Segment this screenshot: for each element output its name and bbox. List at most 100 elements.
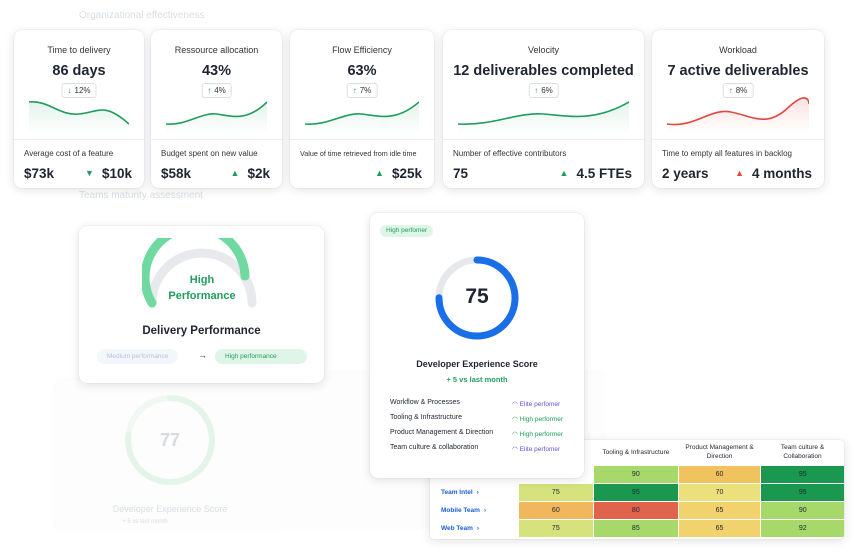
team-name: Team Intel › [430,483,518,501]
score-cell: 60 [517,501,594,519]
sparkline [166,101,267,134]
kpi-card: Ressource allocation 43% ↑ 4% Budget spent o… [151,30,282,188]
team-link[interactable]: Web Team [441,524,473,532]
sparkline [305,101,419,134]
footer-change-value: $10k [101,166,132,181]
score-title: Developer Experience Score [416,359,538,369]
chevron: › [483,506,487,514]
team-row: Mobile Team › 60 80 65 90 [430,501,844,519]
score-cell: 70 [677,483,761,501]
kpi-footer-change: ▲ $25k [375,166,422,181]
score-cell: 75 [517,519,594,537]
kpi-footer-value: 75 [453,166,469,181]
kpi-value: 7 active deliverables [667,63,809,79]
arrow: → [198,350,207,360]
change-value: 6% [541,86,553,95]
level-icon: ◠ [512,446,518,453]
ring-arc [435,256,519,340]
kpi-card: Flow Efficiency 63% ↑ 7% Value of time retri… [290,30,434,188]
sparkline-area [667,97,809,134]
sparkline [29,101,129,134]
sparkline-area [458,102,629,134]
level-text: High performer [519,416,564,423]
delivery-title: Delivery Performance [142,325,261,337]
chevron: › [476,524,480,532]
kpi-card: Time to delivery 86 days ↓ 12% Average cost … [14,30,144,188]
kpi-footer-change: ▲ 4 months [735,166,812,181]
section-title: Organizational effectiveness [79,10,205,21]
subsection-title: Teams maturity assessment [79,190,203,201]
change-value: 12% [74,86,91,95]
sparkline-area [166,102,267,134]
change-value: 4% [214,86,226,95]
dev-experience-card: High perfomer 75 Developer Experience Sc… [370,213,584,478]
footer-arrow: ▲ [375,168,384,178]
footer-change-value: 4.5 FTEs [576,166,632,181]
column-header: Product Management & Direction [685,444,754,461]
score-cell: 65 [677,501,761,519]
score-cell: 95 [760,465,844,483]
footer-arrow: ▲ [230,168,240,178]
footer-arrow: ▼ [85,168,94,178]
change-arrow: ↑ [534,86,539,95]
category-level: ◠ Elite perfomer [512,445,560,453]
sparkline-line [667,97,809,126]
score-change: + 5 vs last month [446,375,508,384]
score-cell: 85 [593,519,679,537]
kpi-footer-value: 2 years [662,166,709,181]
footer-arrow: ▲ [559,168,569,178]
team-name: Mobile Team › [430,501,518,519]
delivery-card: High Performance Delivery Performance Me… [79,226,324,383]
sparkline-line [458,101,629,125]
from-level: Medium performance [97,349,179,364]
score-cell: 75 [517,483,594,501]
category-name: Product Management & Direction [390,429,494,436]
kpi-footer-label: Average cost of a feature [24,149,114,158]
change-arrow: ↑ [728,86,733,95]
score-cell: 92 [760,519,844,537]
kpi-divider [290,139,434,140]
change-arrow: ↑ [207,86,212,95]
kpi-title: Flow Efficiency [332,45,392,55]
sparkline-area [29,101,129,134]
change-value: 7% [359,86,372,95]
column-header: Team culture & Collaboration [780,444,825,461]
background-score-change: + 5 vs last month [122,519,168,525]
kpi-title: Workload [719,45,757,55]
kpi-card: Workload 7 active deliverables ↑ 8% Time to … [652,30,824,188]
score-cell: 60 [677,465,761,483]
kpi-change: ↑ 7% [346,83,378,98]
gauge-label: High Performance [168,274,236,302]
footer-change-value: 4 months [751,166,812,181]
kpi-footer-change: ▲ $2k [231,166,270,181]
kpi-value: 63% [347,63,377,79]
badge: High perfomer [380,225,434,237]
change-value: 8% [735,86,748,95]
level-text: Elite perfomer [519,401,561,408]
score-cell: 90 [593,465,679,483]
sparkline-area [305,102,419,134]
kpi-value: 86 days [52,63,106,79]
kpi-divider [443,139,644,140]
kpi-divider [14,139,144,140]
kpi-change: ↑ 6% [528,83,559,98]
kpi-footer-value: $73k [24,166,55,181]
score-ring [435,256,519,340]
kpi-value: 43% [201,63,232,79]
header-row: Tooling & Infrastructure Product Manageme… [430,440,844,465]
team-link[interactable]: Mobile Team [441,506,480,514]
category-name: Tooling & Infrastructure [390,414,462,421]
category-level: ◠ High performer [512,430,563,438]
to-level: High performance [215,349,307,364]
delivery-gauge [142,238,257,308]
score-cell: 65 [677,519,761,537]
kpi-footer-value: $58k [161,166,192,181]
level-icon: ◠ [512,431,518,438]
team-row: Team Intel › 75 95 70 95 [430,483,844,501]
kpi-card: Velocity 12 deliverables completed ↑ 6% Numb… [443,30,644,188]
kpi-footer-label: Budget spent on new value [161,149,258,158]
sparkline [667,97,809,134]
team-row: Web Team › 75 85 65 92 [430,519,844,537]
team-link[interactable]: Team Intel [441,488,473,496]
kpi-change: ↓ 12% [61,83,97,98]
